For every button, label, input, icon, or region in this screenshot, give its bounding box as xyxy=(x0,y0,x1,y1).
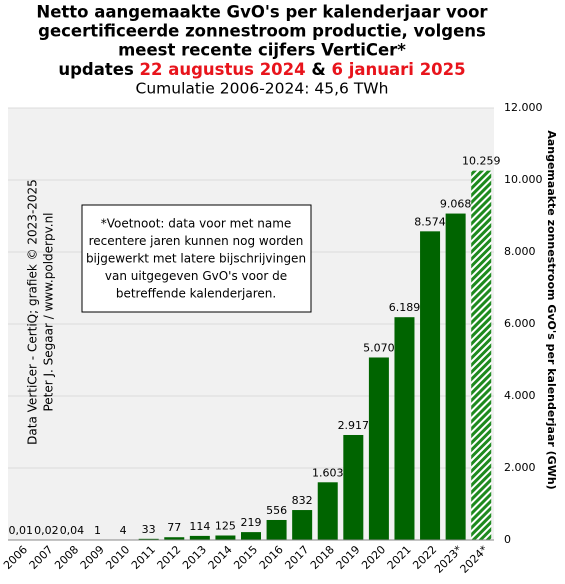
value-label: 1 xyxy=(94,524,101,537)
x-tick-label: 2010 xyxy=(103,543,132,572)
value-label: 1.603 xyxy=(312,466,344,479)
value-label: 125 xyxy=(215,520,236,533)
bar xyxy=(343,434,364,540)
x-tick-label: 2013 xyxy=(180,543,209,572)
x-tick-label: 2011 xyxy=(129,543,158,572)
x-tick-label: 2019 xyxy=(334,543,363,572)
x-tick-label: 2015 xyxy=(231,543,260,572)
y-tick-label: 6.000 xyxy=(504,317,536,330)
bar xyxy=(394,317,415,540)
x-tick-label: 2006 xyxy=(1,543,30,572)
bar xyxy=(317,482,338,540)
chart-title: gecertificeerde zonnestroom productie, v… xyxy=(38,22,486,41)
x-tick-label: 2021 xyxy=(385,543,414,572)
footnote-line: recentere jaren kunnen nog worden xyxy=(89,234,304,248)
footnote-line: betreffende kalenderjaren. xyxy=(116,287,276,301)
value-label: 6.189 xyxy=(389,301,421,314)
chart-title: meest recente cijfers VertiCer* xyxy=(118,41,406,60)
title-part: 6 januari 2025 xyxy=(332,60,466,79)
bar xyxy=(471,170,492,540)
x-tick-label: 2017 xyxy=(282,543,311,572)
footnote-line: van uitgegeven GvO's voor de xyxy=(105,269,287,283)
value-label: 2.917 xyxy=(338,419,370,432)
title-part: updates xyxy=(58,60,139,79)
value-label: 33 xyxy=(142,523,156,536)
value-label: 77 xyxy=(167,521,181,534)
value-label: 556 xyxy=(266,504,287,517)
bar xyxy=(189,535,210,540)
value-label: 9.068 xyxy=(440,198,472,211)
bar xyxy=(368,357,389,540)
x-tick-label: 2009 xyxy=(78,543,107,572)
x-tick-label: 2016 xyxy=(257,543,286,572)
x-tick-label: 2007 xyxy=(27,543,56,572)
credit: Data VertiCer - CertiQ; grafiek © 2023-2… xyxy=(26,179,40,445)
bar xyxy=(445,213,466,540)
value-label: 832 xyxy=(292,494,313,507)
y-tick-label: 4.000 xyxy=(504,389,536,402)
value-label: 219 xyxy=(241,516,262,529)
chart-subtitle: Cumulatie 2006-2024: 45,6 TWh xyxy=(136,80,389,98)
value-label: 114 xyxy=(189,520,210,533)
value-label: 0,01 xyxy=(9,524,34,537)
x-tick-label: 2014 xyxy=(206,543,235,572)
x-tick-label: 2012 xyxy=(155,543,184,572)
title-part: & xyxy=(306,60,332,79)
value-label: 4 xyxy=(120,524,127,537)
bar xyxy=(138,538,159,540)
y-tick-label: 12.000 xyxy=(504,101,543,114)
y-tick-label: 0 xyxy=(504,533,511,546)
chart-title-updates: updates 22 augustus 2024 & 6 januari 202… xyxy=(58,60,465,79)
bar xyxy=(241,532,261,540)
chart-title: Netto aangemaakte GvO's per kalenderjaar… xyxy=(36,3,488,22)
footnote-line: bijgewerkt met latere bijschrijvingen xyxy=(86,252,306,266)
y-axis-label: Aangemaakte zonnestroom GvO's per kalend… xyxy=(545,130,558,489)
footnote-line: *Voetnoot: data voor met name xyxy=(101,217,292,231)
x-tick-label: 2024* xyxy=(458,543,491,576)
value-label: 10.259 xyxy=(462,155,501,168)
title-part: 22 augustus 2024 xyxy=(140,60,306,79)
bar xyxy=(266,519,287,540)
value-label: 0,04 xyxy=(60,524,85,537)
value-label: 5.070 xyxy=(363,341,395,354)
y-tick-label: 10.000 xyxy=(504,173,543,186)
value-label: 8.574 xyxy=(414,215,446,228)
y-tick-label: 8.000 xyxy=(504,245,536,258)
value-label: 0,02 xyxy=(34,524,59,537)
x-tick-label: 2020 xyxy=(359,543,388,572)
bar xyxy=(292,510,313,540)
x-tick-label: 2023* xyxy=(432,543,465,576)
credit: Peter J. Segaar / www.polderpv.nl xyxy=(42,212,56,411)
bar xyxy=(164,537,185,540)
y-tick-label: 2.000 xyxy=(504,461,536,474)
x-tick-label: 2018 xyxy=(308,543,337,572)
footnote-box xyxy=(81,204,312,313)
x-tick-label: 2008 xyxy=(52,543,81,572)
bar xyxy=(215,535,236,540)
bar xyxy=(420,231,441,540)
